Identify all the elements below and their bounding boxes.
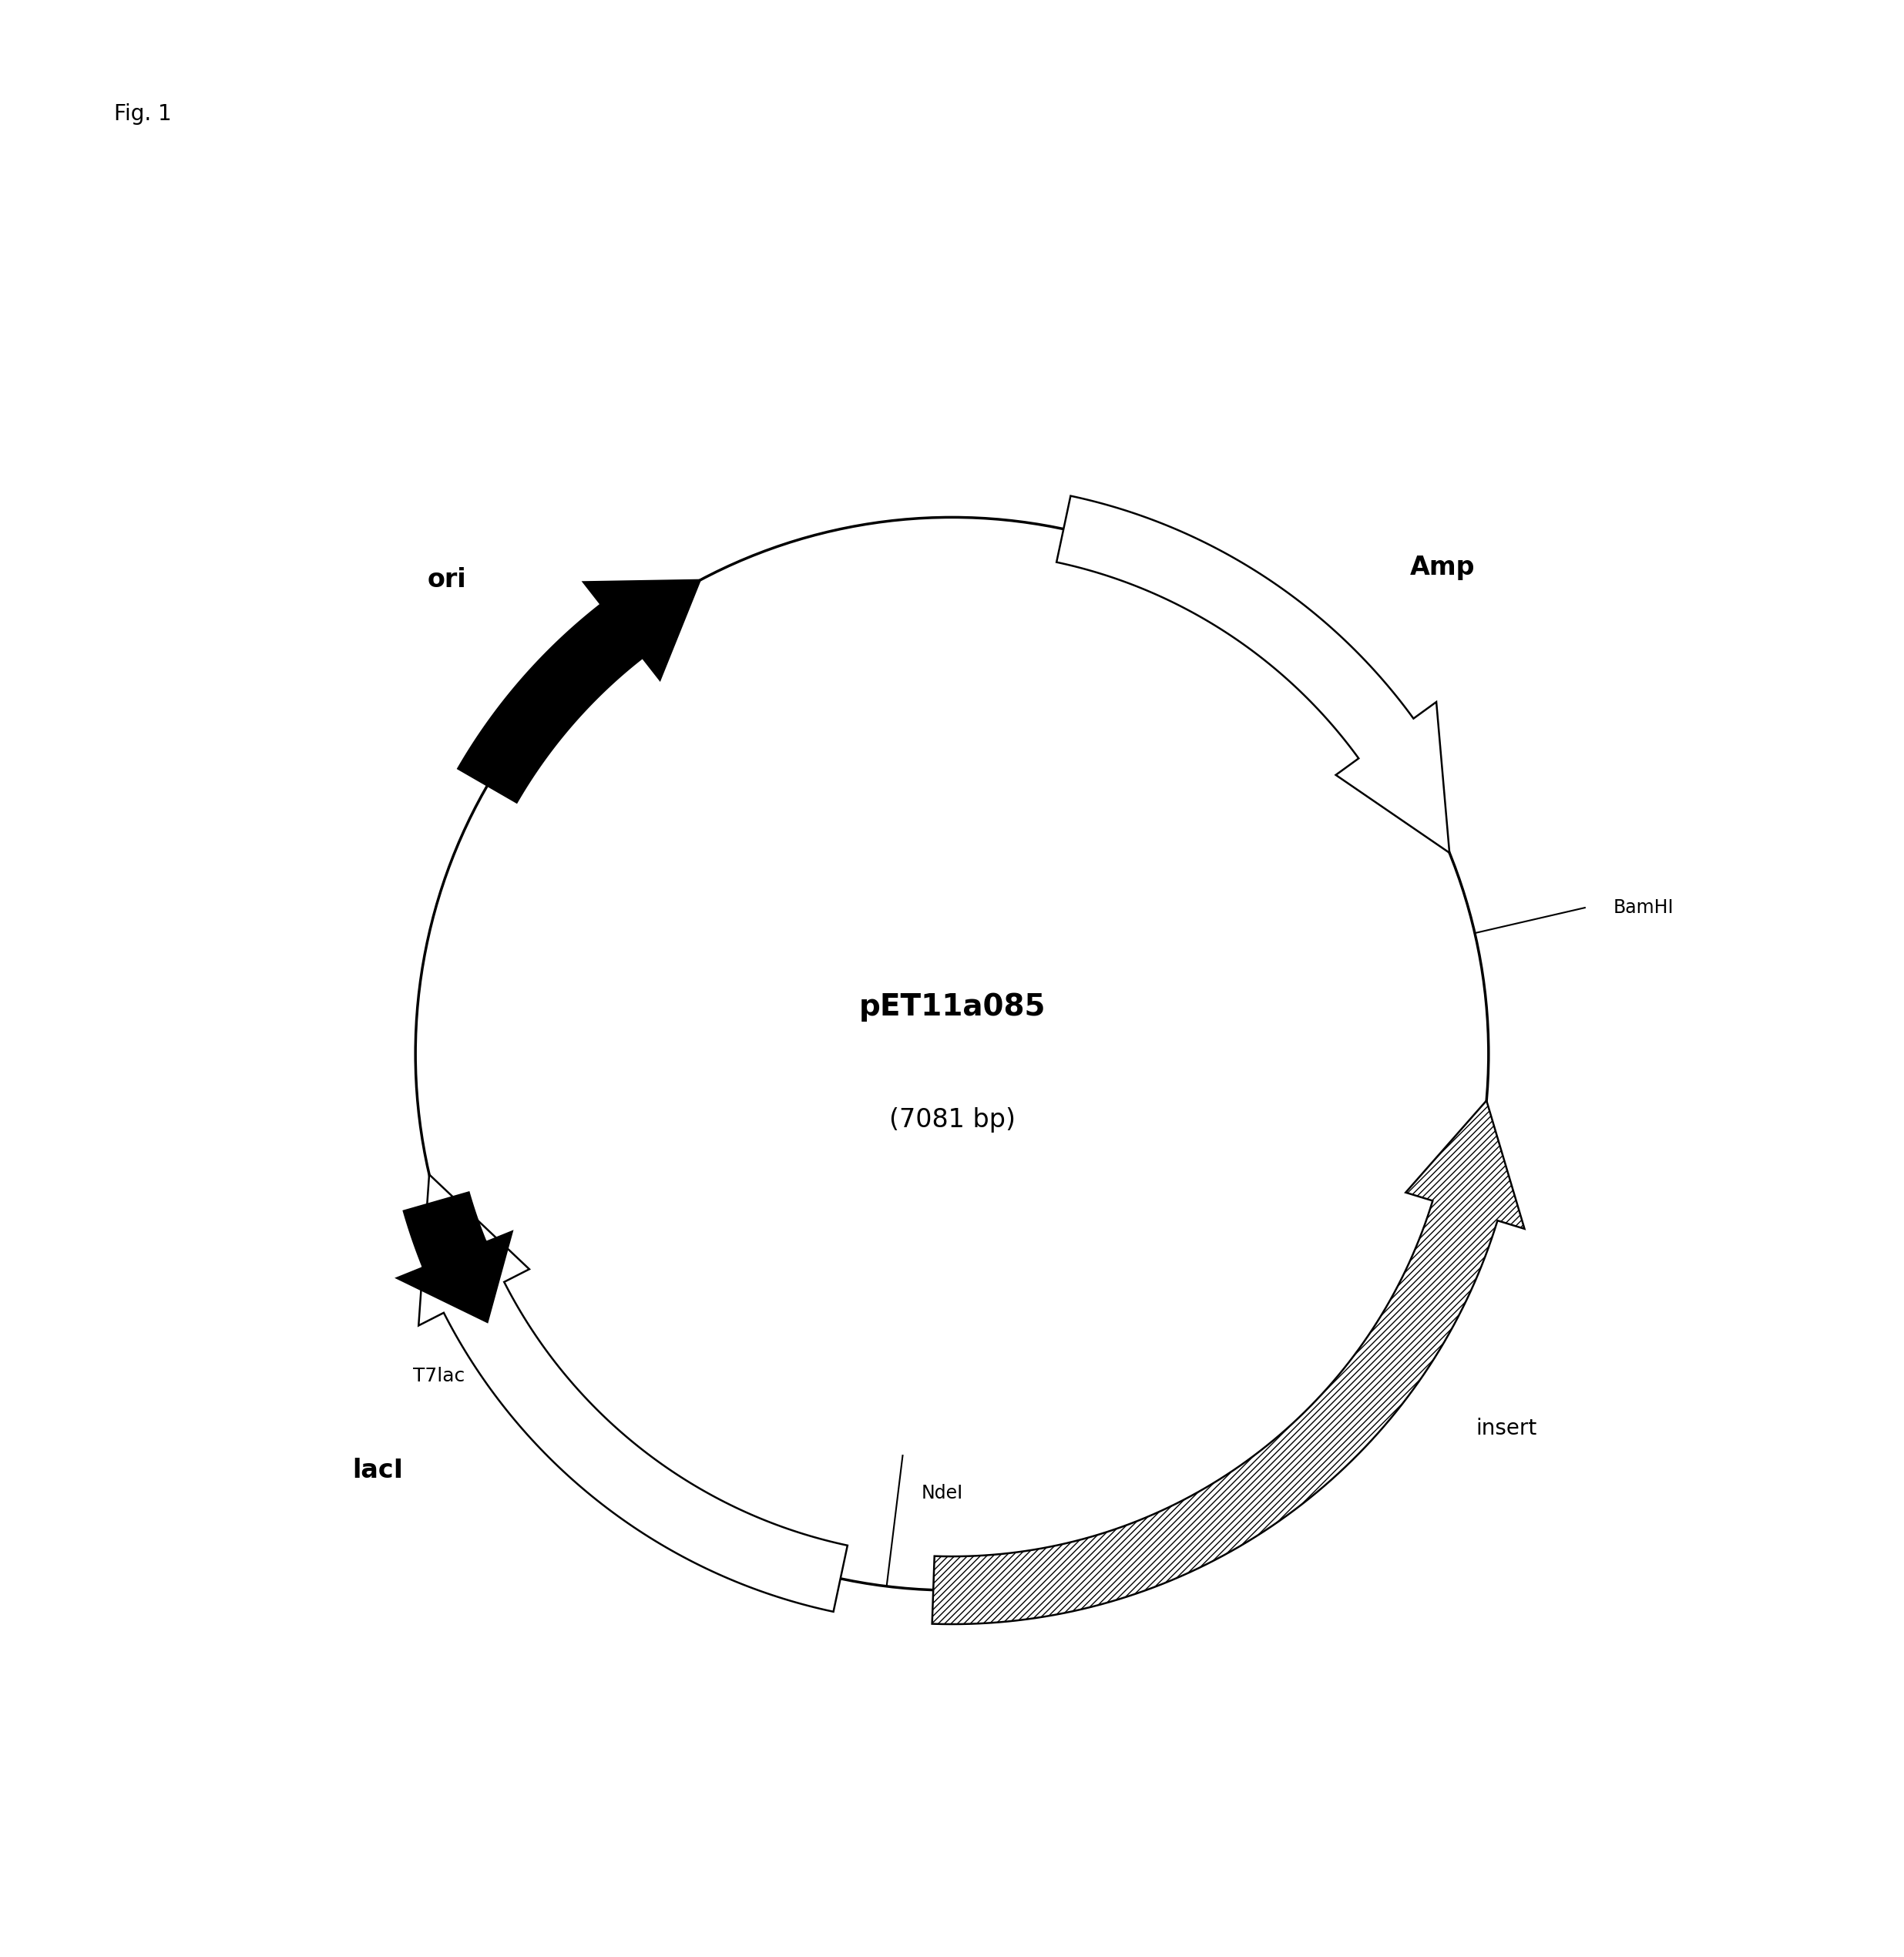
Text: ori: ori	[426, 568, 466, 593]
Text: insert: insert	[1476, 1417, 1537, 1438]
Text: T7lac: T7lac	[413, 1366, 465, 1386]
Text: Amp: Amp	[1409, 554, 1476, 579]
Text: lacI: lacI	[352, 1458, 404, 1483]
Polygon shape	[459, 579, 701, 802]
Polygon shape	[933, 1100, 1525, 1624]
Text: (7081 bp): (7081 bp)	[889, 1108, 1015, 1133]
Polygon shape	[419, 1174, 847, 1613]
Text: NdeI: NdeI	[922, 1483, 963, 1503]
Text: pET11a085: pET11a085	[859, 992, 1045, 1022]
Text: Fig. 1: Fig. 1	[114, 104, 171, 125]
Text: BamHI: BamHI	[1613, 898, 1674, 918]
Polygon shape	[396, 1192, 512, 1323]
Polygon shape	[1057, 495, 1449, 853]
